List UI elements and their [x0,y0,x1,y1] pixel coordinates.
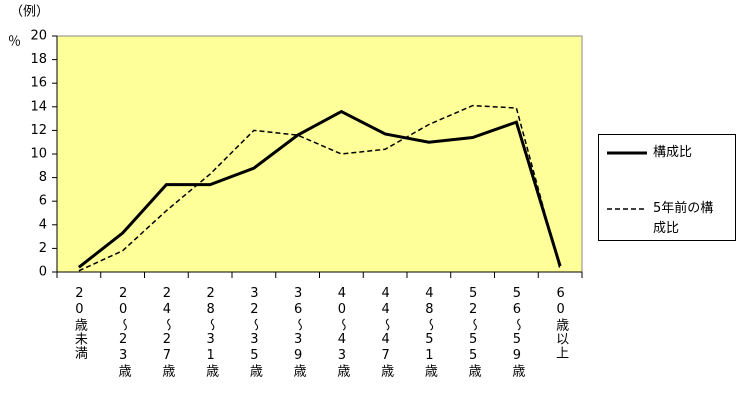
legend-item: 5年前の構成比 [607,199,723,239]
y-tick-label: 6 [39,194,47,209]
x-tick-label: 56～59歳 [509,286,525,378]
legend-swatch [607,151,647,155]
line-series [78,104,561,272]
x-tick-label: 52～55歳 [465,286,481,378]
y-tick-label: 14 [30,99,47,114]
unit-label: （例） [10,5,49,20]
y-axis-label: ％ [8,35,21,50]
line-series [77,109,562,269]
y-tick-label: 10 [30,147,47,162]
legend-label: 構成比 [653,145,693,160]
y-tick-label: 18 [30,52,47,67]
x-tick-label: 28～31歳 [203,286,219,378]
x-tick-label: 60歳以上 [553,286,569,360]
x-tick-label: 24～27歳 [159,286,175,378]
legend: 構成比 5年前の構成比 [598,134,736,241]
y-tick-label: 8 [39,170,47,185]
y-tick-label: 20 [30,29,47,44]
plot-area [56,35,583,273]
y-tick-label: 16 [30,76,47,91]
y-tick-label: 12 [30,123,47,138]
x-tick-label: 44～47歳 [378,286,394,378]
legend-swatch [607,208,647,210]
x-tick-label: 20歳未満 [71,286,87,360]
x-tick-label: 48～51歳 [421,286,437,378]
legend-item: 構成比 [607,143,723,163]
x-tick-label: 20～23歳 [115,286,131,378]
x-tick-label: 36～39歳 [290,286,306,378]
legend-label: 5年前の構成比 [653,201,714,236]
y-tick-label: 4 [39,217,47,232]
x-tick-label: 40～43歳 [334,286,350,378]
x-tick-label: 32～35歳 [246,286,262,378]
y-tick-label: 0 [39,265,47,280]
y-tick-label: 2 [39,241,47,256]
